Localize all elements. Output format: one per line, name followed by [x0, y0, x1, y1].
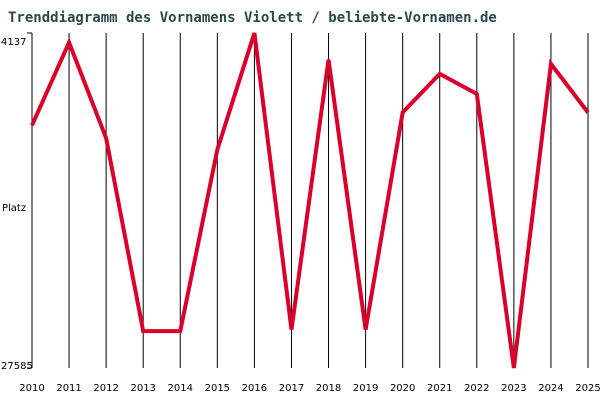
x-tick-label: 2022	[464, 383, 489, 394]
x-tick-label: 2023	[501, 383, 526, 394]
x-tick-label: 2015	[205, 383, 230, 394]
y-axis-label: Platz	[2, 203, 26, 214]
x-tick-label: 2018	[316, 383, 341, 394]
chart-title: Trenddiagramm des Vornamens Violett / be…	[8, 10, 497, 26]
x-tick-label: 2010	[19, 383, 44, 394]
x-tick-label: 2017	[279, 383, 304, 394]
y-tick-label: 27585	[1, 361, 33, 372]
x-tick-label: 2016	[242, 383, 267, 394]
x-tick-label: 2012	[93, 383, 118, 394]
x-tick-label: 2025	[575, 383, 600, 394]
x-tick-label: 2021	[427, 383, 452, 394]
x-tick-label: 2024	[538, 383, 563, 394]
x-tick-label: 2020	[390, 383, 415, 394]
x-tick-label: 2013	[130, 383, 155, 394]
x-tick-label: 2014	[168, 383, 193, 394]
y-tick-label: 4137	[1, 37, 26, 48]
x-tick-label: 2019	[353, 383, 378, 394]
x-tick-label: 2011	[56, 383, 81, 394]
series-line	[30, 32, 590, 369]
